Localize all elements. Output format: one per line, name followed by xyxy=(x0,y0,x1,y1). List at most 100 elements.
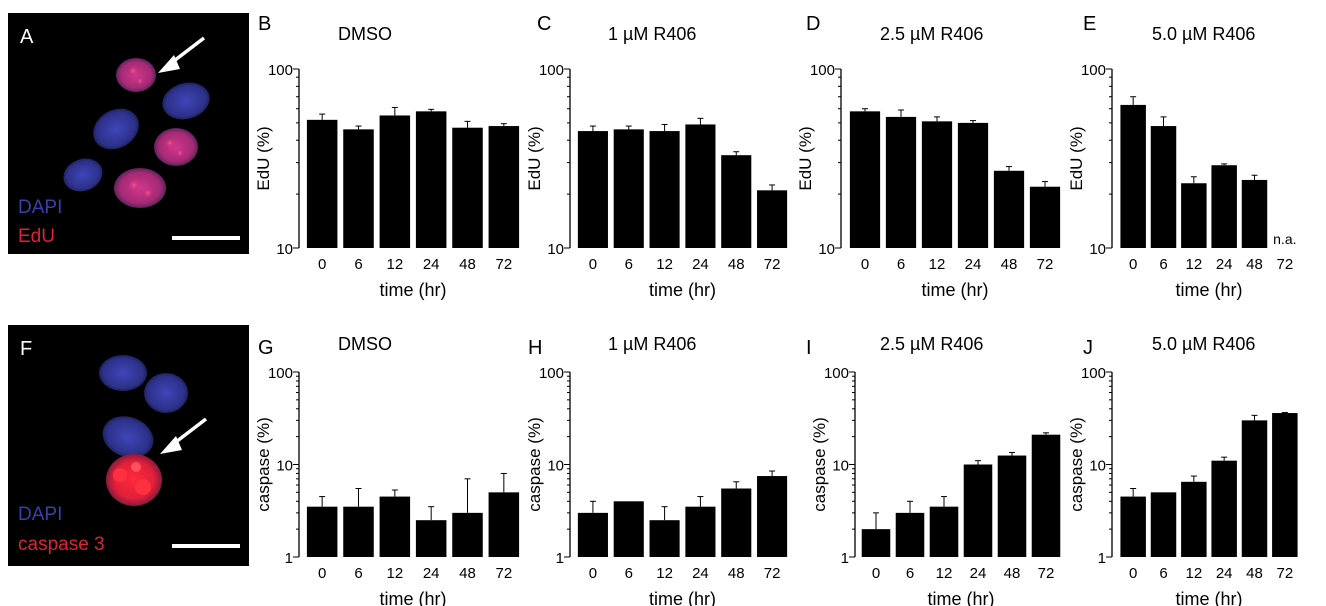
x-tick-label: 48 xyxy=(1246,565,1263,582)
panel-letter: C xyxy=(537,13,551,35)
x-tick-label: 12 xyxy=(656,565,673,582)
signal-spot xyxy=(128,179,140,191)
y-tick-label: 10 xyxy=(1089,458,1106,475)
panel-letter: J xyxy=(1083,337,1093,359)
nucleus xyxy=(144,373,188,413)
signal-spot xyxy=(113,468,127,482)
signal-spot xyxy=(136,77,144,85)
bar xyxy=(721,155,752,248)
chart-title: 1 µM R406 xyxy=(608,24,696,44)
chart-title: 2.5 µM R406 xyxy=(880,24,983,44)
bar xyxy=(849,111,881,248)
nucleus xyxy=(93,108,139,150)
x-tick-label: 24 xyxy=(965,256,982,273)
x-tick-label: 0 xyxy=(1129,565,1137,582)
x-tick-label: 24 xyxy=(692,565,709,582)
legend-dapi: DAPI xyxy=(18,197,62,218)
bar xyxy=(1181,183,1207,248)
bar xyxy=(885,116,917,248)
x-tick-label: 24 xyxy=(423,256,440,273)
micrograph-a: A DAPI EdU xyxy=(8,13,249,254)
micrograph-f-letter: F xyxy=(20,338,32,360)
bar xyxy=(757,190,788,248)
x-tick-label: 48 xyxy=(728,565,745,582)
bar xyxy=(577,512,608,557)
y-tick-label: 10 xyxy=(276,241,293,258)
bar xyxy=(1150,126,1177,248)
y-tick-label: 10 xyxy=(1089,241,1106,258)
x-tick-label: 72 xyxy=(764,565,781,582)
x-axis-label: time (hr) xyxy=(922,280,989,300)
x-tick-label: 12 xyxy=(1185,565,1202,582)
bar xyxy=(929,506,959,557)
arrow-icon xyxy=(160,417,208,454)
bar xyxy=(1272,413,1298,557)
bar xyxy=(957,122,989,248)
x-tick-label: 24 xyxy=(1216,256,1233,273)
bar xyxy=(452,127,483,248)
bar xyxy=(577,131,608,248)
y-axis-label: EdU (%) xyxy=(796,126,815,190)
x-tick-label: 12 xyxy=(929,256,946,273)
bar xyxy=(997,455,1027,557)
bar xyxy=(861,529,891,557)
bar xyxy=(649,131,680,248)
bar xyxy=(306,506,338,557)
bar xyxy=(613,501,644,557)
bar xyxy=(1120,496,1146,557)
x-tick-label: 24 xyxy=(970,565,987,582)
panel-letter: G xyxy=(258,337,274,359)
y-tick-label: 10 xyxy=(832,458,849,475)
x-tick-label: 0 xyxy=(318,565,326,582)
x-tick-label: 48 xyxy=(1246,256,1263,273)
bar xyxy=(415,520,447,557)
x-tick-label: 12 xyxy=(936,565,953,582)
bar xyxy=(649,520,680,557)
x-tick-label: 72 xyxy=(1037,256,1054,273)
bar xyxy=(1150,492,1177,557)
bar xyxy=(488,126,520,248)
signal-spot xyxy=(165,138,175,148)
x-tick-label: 48 xyxy=(728,256,745,273)
y-tick-label: 1 xyxy=(841,550,849,567)
x-tick-label: 6 xyxy=(906,565,914,582)
y-tick-label: 10 xyxy=(276,458,293,475)
micrograph-a-letter: A xyxy=(20,26,34,48)
bar xyxy=(343,129,374,248)
y-tick-label: 10 xyxy=(818,241,835,258)
x-axis-label: time (hr) xyxy=(1176,589,1243,606)
y-tick-label: 100 xyxy=(539,365,564,382)
y-axis-label: EdU (%) xyxy=(525,126,544,190)
x-tick-label: 6 xyxy=(354,565,362,582)
bar xyxy=(1029,186,1061,248)
legend-edu: EdU xyxy=(18,226,55,247)
bar xyxy=(415,111,447,248)
panel-letter: D xyxy=(806,13,820,35)
arrow-icon xyxy=(158,36,206,73)
x-tick-label: 24 xyxy=(1216,565,1233,582)
legend-dapi: DAPI xyxy=(18,504,62,525)
bar xyxy=(452,512,483,557)
x-tick-label: 72 xyxy=(764,256,781,273)
nucleus xyxy=(102,416,154,458)
y-tick-label: 10 xyxy=(547,241,564,258)
bar xyxy=(1241,420,1268,557)
x-tick-label: 72 xyxy=(1038,565,1055,582)
bar xyxy=(921,121,953,248)
y-tick-label: 100 xyxy=(539,62,564,79)
x-tick-label: 48 xyxy=(459,256,476,273)
y-tick-label: 1 xyxy=(556,550,564,567)
signal-spot xyxy=(131,462,141,472)
x-axis-label: time (hr) xyxy=(380,589,447,606)
x-tick-label: 6 xyxy=(1159,256,1167,273)
panel-letter: I xyxy=(806,337,812,359)
x-axis-label: time (hr) xyxy=(649,280,716,300)
legend-caspase-3: caspase 3 xyxy=(18,534,105,555)
chart-title: DMSO xyxy=(338,24,392,44)
chart-title: 5.0 µM R406 xyxy=(1152,334,1255,354)
panel-letter: B xyxy=(258,13,271,35)
